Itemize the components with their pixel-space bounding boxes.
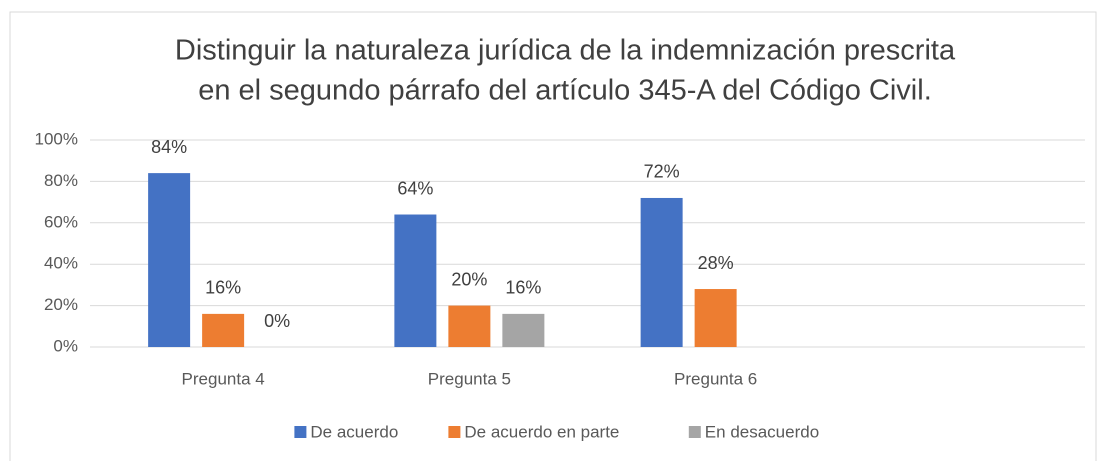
y-tick-label: 100% <box>35 129 78 148</box>
x-tick-label: Pregunta 4 <box>182 369 265 388</box>
data-label: 0% <box>264 311 290 331</box>
bar <box>694 289 737 347</box>
data-label: 72% <box>644 162 680 182</box>
y-tick-label: 20% <box>44 295 78 314</box>
chart-title: Distinguir la naturaleza jurídica de la … <box>175 35 956 67</box>
legend-swatch <box>688 426 701 438</box>
chart-title: en el segundo párrafo del artículo 345-A… <box>198 75 932 107</box>
y-tick-label: 0% <box>53 336 78 355</box>
y-tick-label: 80% <box>44 171 78 190</box>
data-label: 28% <box>698 253 734 273</box>
x-tick-label: Pregunta 6 <box>674 369 757 388</box>
data-label: 20% <box>451 269 487 289</box>
legend-swatch <box>448 426 461 438</box>
legend-swatch <box>294 426 307 438</box>
chart-frame <box>9 11 1097 461</box>
data-label: 16% <box>505 278 541 298</box>
bar <box>502 313 545 347</box>
data-label: 84% <box>151 137 187 157</box>
legend-label: En desacuerdo <box>705 422 819 441</box>
bar <box>148 173 191 347</box>
x-tick-label: Pregunta 5 <box>428 369 511 388</box>
y-tick-label: 60% <box>44 212 78 231</box>
y-tick-label: 40% <box>44 254 78 273</box>
bar <box>448 305 491 347</box>
bar <box>202 313 245 347</box>
data-label: 16% <box>205 278 241 298</box>
data-label: 64% <box>397 178 433 198</box>
bar <box>394 214 437 347</box>
legend-label: De acuerdo en parte <box>464 422 619 441</box>
bar <box>640 197 683 347</box>
legend-label: De acuerdo <box>310 422 398 441</box>
